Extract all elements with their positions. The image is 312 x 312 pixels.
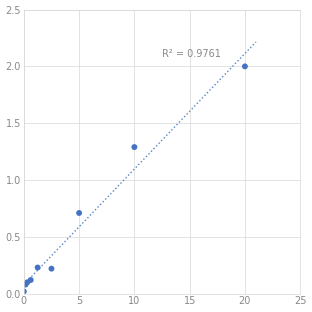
Point [242,64,247,69]
Point [25,280,30,285]
Point [49,266,54,271]
Point [23,282,28,287]
Point [77,211,82,216]
Point [28,278,33,283]
Point [35,265,40,270]
Point [21,289,26,294]
Point [132,144,137,149]
Text: R² = 0.9761: R² = 0.9761 [162,49,221,59]
